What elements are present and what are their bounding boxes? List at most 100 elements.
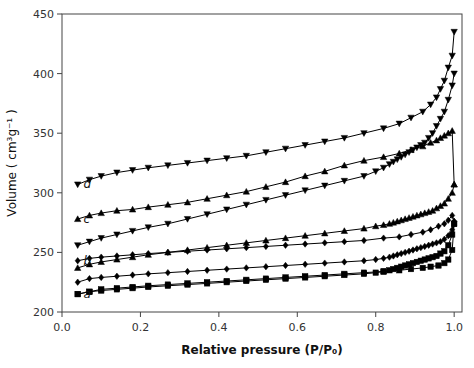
point [98, 210, 104, 216]
point [114, 256, 120, 262]
point [99, 274, 104, 280]
series [74, 29, 457, 187]
point [224, 192, 230, 198]
point [373, 169, 379, 175]
series [75, 221, 457, 297]
x-tick-label: 0.8 [367, 321, 385, 334]
point [341, 162, 347, 168]
point [441, 200, 447, 206]
series [74, 181, 457, 270]
point [114, 287, 119, 292]
point [437, 203, 443, 209]
point [86, 239, 92, 245]
point [205, 267, 210, 273]
point [426, 242, 431, 248]
series-line [78, 184, 454, 267]
point [243, 202, 249, 208]
point [342, 272, 347, 277]
x-tick [218, 312, 219, 317]
point [452, 218, 457, 224]
point [129, 168, 135, 174]
point [75, 279, 80, 285]
point [342, 238, 347, 244]
x-tick-label: 0.4 [210, 321, 228, 334]
point [243, 153, 249, 159]
x-tick [297, 312, 298, 317]
point [165, 269, 170, 275]
point [391, 253, 396, 259]
point [114, 273, 119, 279]
point [165, 163, 171, 169]
point [87, 275, 92, 281]
point [386, 162, 392, 168]
point [322, 230, 328, 236]
point [446, 233, 451, 239]
point [399, 250, 404, 256]
point [204, 196, 210, 202]
point [129, 228, 135, 234]
plot-area [74, 29, 457, 297]
point [386, 221, 392, 227]
point [244, 265, 249, 271]
y-tick-label: 200 [33, 306, 54, 319]
point [98, 288, 103, 293]
point [244, 278, 249, 283]
point [75, 258, 80, 264]
point [449, 83, 455, 89]
point [282, 146, 288, 152]
point [146, 284, 151, 289]
point [165, 283, 170, 288]
annotations: abcd [84, 177, 92, 301]
point [361, 271, 366, 276]
y-tick-label: 350 [33, 127, 54, 140]
chart: 0.00.20.40.60.81.0200250300350400450Rela… [0, 0, 474, 368]
point [322, 240, 327, 246]
point [185, 268, 190, 274]
point [243, 240, 249, 246]
point [263, 264, 268, 270]
point [184, 216, 190, 222]
point [322, 139, 328, 145]
point [114, 207, 120, 213]
point [387, 268, 392, 273]
point [165, 221, 171, 227]
point [322, 274, 327, 279]
point [302, 275, 307, 280]
point [303, 241, 308, 247]
point [243, 188, 249, 194]
point [452, 218, 457, 224]
point [282, 235, 288, 241]
point [283, 262, 288, 268]
point [420, 229, 425, 235]
point [433, 123, 439, 129]
curve-label: c [84, 212, 91, 226]
plot-frame [62, 14, 462, 312]
point [437, 87, 443, 93]
y-tick [57, 252, 62, 253]
point [341, 135, 347, 141]
axes: 0.00.20.40.60.81.0200250300350400450 [33, 8, 463, 334]
point [341, 228, 347, 234]
point [381, 269, 386, 274]
point [302, 188, 308, 194]
series [74, 128, 457, 222]
point [342, 259, 347, 265]
y-axis-label: Volume ( cm³g⁻¹ ) [5, 109, 19, 216]
point [446, 217, 451, 223]
point [408, 115, 414, 121]
point [433, 205, 439, 211]
point [430, 241, 435, 247]
point [184, 160, 190, 166]
point [450, 212, 455, 218]
point [433, 95, 439, 101]
point [146, 271, 151, 277]
curve-label: b [84, 254, 92, 268]
point [403, 249, 408, 255]
y-tick [57, 192, 62, 193]
point [445, 196, 451, 202]
point [74, 243, 80, 249]
point [263, 197, 269, 203]
point [303, 261, 308, 267]
point [98, 174, 104, 180]
point [373, 223, 379, 229]
